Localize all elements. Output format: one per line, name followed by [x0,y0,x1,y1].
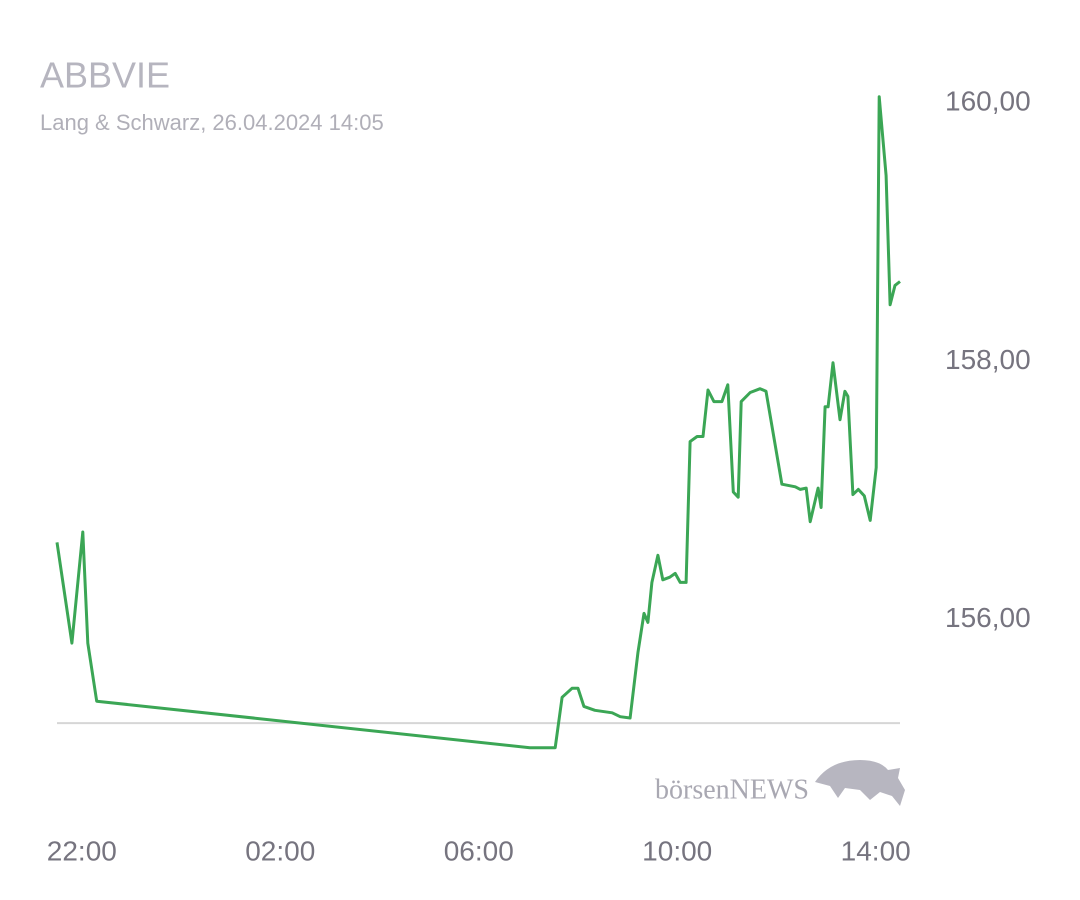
x-tick-label: 02:00 [245,835,315,866]
watermark: börsenNEWS [655,774,809,805]
x-tick-label: 06:00 [444,835,514,866]
chart-subtitle: Lang & Schwarz, 26.04.2024 14:05 [40,110,384,135]
price-line [55,95,901,750]
y-tick-label: 158,00 [945,344,1031,375]
chart-title: ABBVIE [40,55,170,96]
y-tick-label: 160,00 [945,86,1031,117]
x-tick-label: 14:00 [841,835,911,866]
x-tick-label: 22:00 [47,835,117,866]
x-tick-label: 10:00 [642,835,712,866]
y-tick-label: 156,00 [945,602,1031,633]
watermark-bull [815,760,905,806]
